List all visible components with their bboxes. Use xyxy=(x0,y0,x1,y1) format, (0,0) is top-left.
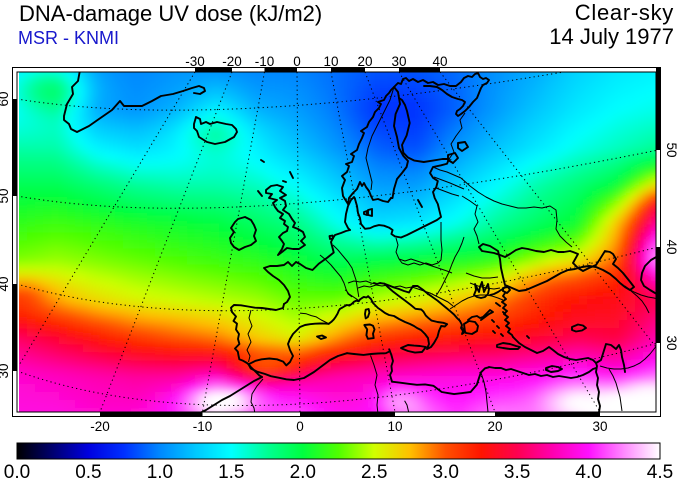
svg-text:0: 0 xyxy=(293,54,301,69)
svg-text:30: 30 xyxy=(592,419,607,434)
svg-text:0: 0 xyxy=(296,419,304,434)
svg-text:4.5: 4.5 xyxy=(647,462,673,480)
svg-text:1.0: 1.0 xyxy=(147,462,173,480)
svg-text:-20: -20 xyxy=(222,54,242,69)
svg-text:10: 10 xyxy=(387,419,402,434)
svg-text:30: 30 xyxy=(391,54,406,69)
svg-text:20: 20 xyxy=(357,54,372,69)
svg-text:-20: -20 xyxy=(90,419,110,434)
svg-text:2.0: 2.0 xyxy=(290,462,316,480)
svg-text:40: 40 xyxy=(0,276,11,291)
svg-text:3.0: 3.0 xyxy=(432,462,458,480)
svg-text:1.5: 1.5 xyxy=(218,462,244,480)
svg-text:20: 20 xyxy=(487,419,502,434)
svg-text:4.0: 4.0 xyxy=(575,462,601,480)
svg-text:30: 30 xyxy=(0,363,11,378)
svg-text:-10: -10 xyxy=(193,419,213,434)
svg-text:-10: -10 xyxy=(255,54,275,69)
svg-text:0.0: 0.0 xyxy=(4,462,30,480)
svg-text:50: 50 xyxy=(0,188,11,203)
svg-text:60: 60 xyxy=(0,91,11,106)
svg-text:30: 30 xyxy=(664,335,678,350)
svg-text:0.5: 0.5 xyxy=(75,462,101,480)
svg-text:-30: -30 xyxy=(185,54,205,69)
svg-text:40: 40 xyxy=(664,239,678,254)
svg-text:50: 50 xyxy=(664,142,678,157)
svg-text:40: 40 xyxy=(432,54,447,69)
svg-text:3.5: 3.5 xyxy=(504,462,530,480)
svg-text:2.5: 2.5 xyxy=(361,462,387,480)
svg-text:10: 10 xyxy=(323,54,338,69)
